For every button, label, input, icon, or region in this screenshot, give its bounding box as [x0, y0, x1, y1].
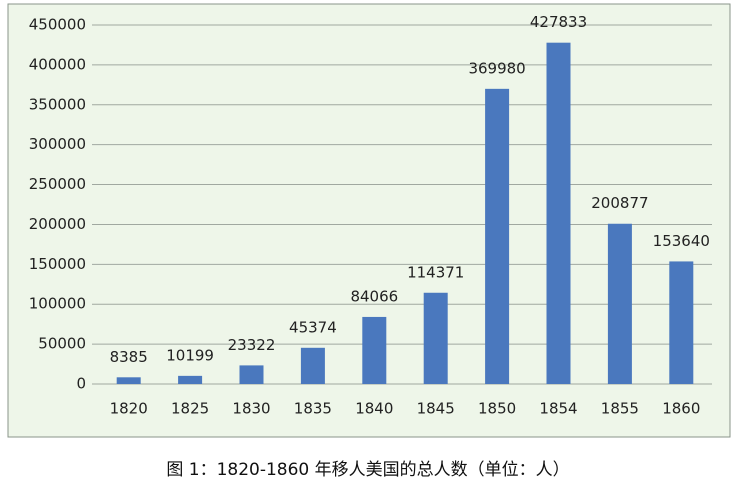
- bar: [485, 88, 510, 384]
- caption: 图 1：1820-1860 年移人美国的总人数（单位：人）: [166, 460, 569, 478]
- bar: [300, 347, 325, 384]
- y-tick-label: 450000: [29, 16, 86, 34]
- data-label: 8385: [110, 348, 148, 366]
- y-tick-label: 200000: [29, 215, 86, 233]
- y-tick-label: 300000: [29, 135, 86, 153]
- x-tick-label: 1845: [417, 400, 455, 418]
- data-label: 153640: [653, 232, 710, 250]
- y-tick-label: 50000: [38, 335, 86, 353]
- data-label: 200877: [591, 194, 648, 212]
- data-label: 84066: [350, 287, 398, 305]
- x-tick-label: 1854: [539, 400, 577, 418]
- y-tick-label: 150000: [29, 255, 86, 273]
- x-tick-label: 1840: [355, 400, 393, 418]
- bar: [546, 42, 571, 385]
- bar: [669, 261, 694, 384]
- data-label: 114371: [407, 263, 464, 281]
- x-tick-label: 1855: [601, 400, 639, 418]
- data-label: 10199: [166, 346, 214, 364]
- x-tick-label: 1825: [171, 400, 209, 418]
- bar: [239, 365, 264, 384]
- bar: [362, 316, 387, 384]
- y-tick-label: 0: [76, 375, 86, 393]
- y-tick-label: 100000: [29, 295, 86, 313]
- x-tick-label: 1820: [110, 400, 148, 418]
- y-tick-label: 350000: [29, 95, 86, 113]
- data-label: 23322: [228, 336, 276, 354]
- x-tick-label: 1850: [478, 400, 516, 418]
- x-tick-label: 1830: [232, 400, 270, 418]
- bar: [178, 375, 203, 384]
- bar: [116, 377, 141, 384]
- y-tick-label: 400000: [29, 55, 86, 73]
- bar: [607, 223, 632, 384]
- bar: [423, 292, 448, 384]
- data-label: 427833: [530, 13, 587, 31]
- y-tick-label: 250000: [29, 175, 86, 193]
- data-label: 369980: [468, 59, 525, 77]
- x-tick-label: 1835: [294, 400, 332, 418]
- x-tick-label: 1860: [662, 400, 700, 418]
- data-label: 45374: [289, 318, 337, 336]
